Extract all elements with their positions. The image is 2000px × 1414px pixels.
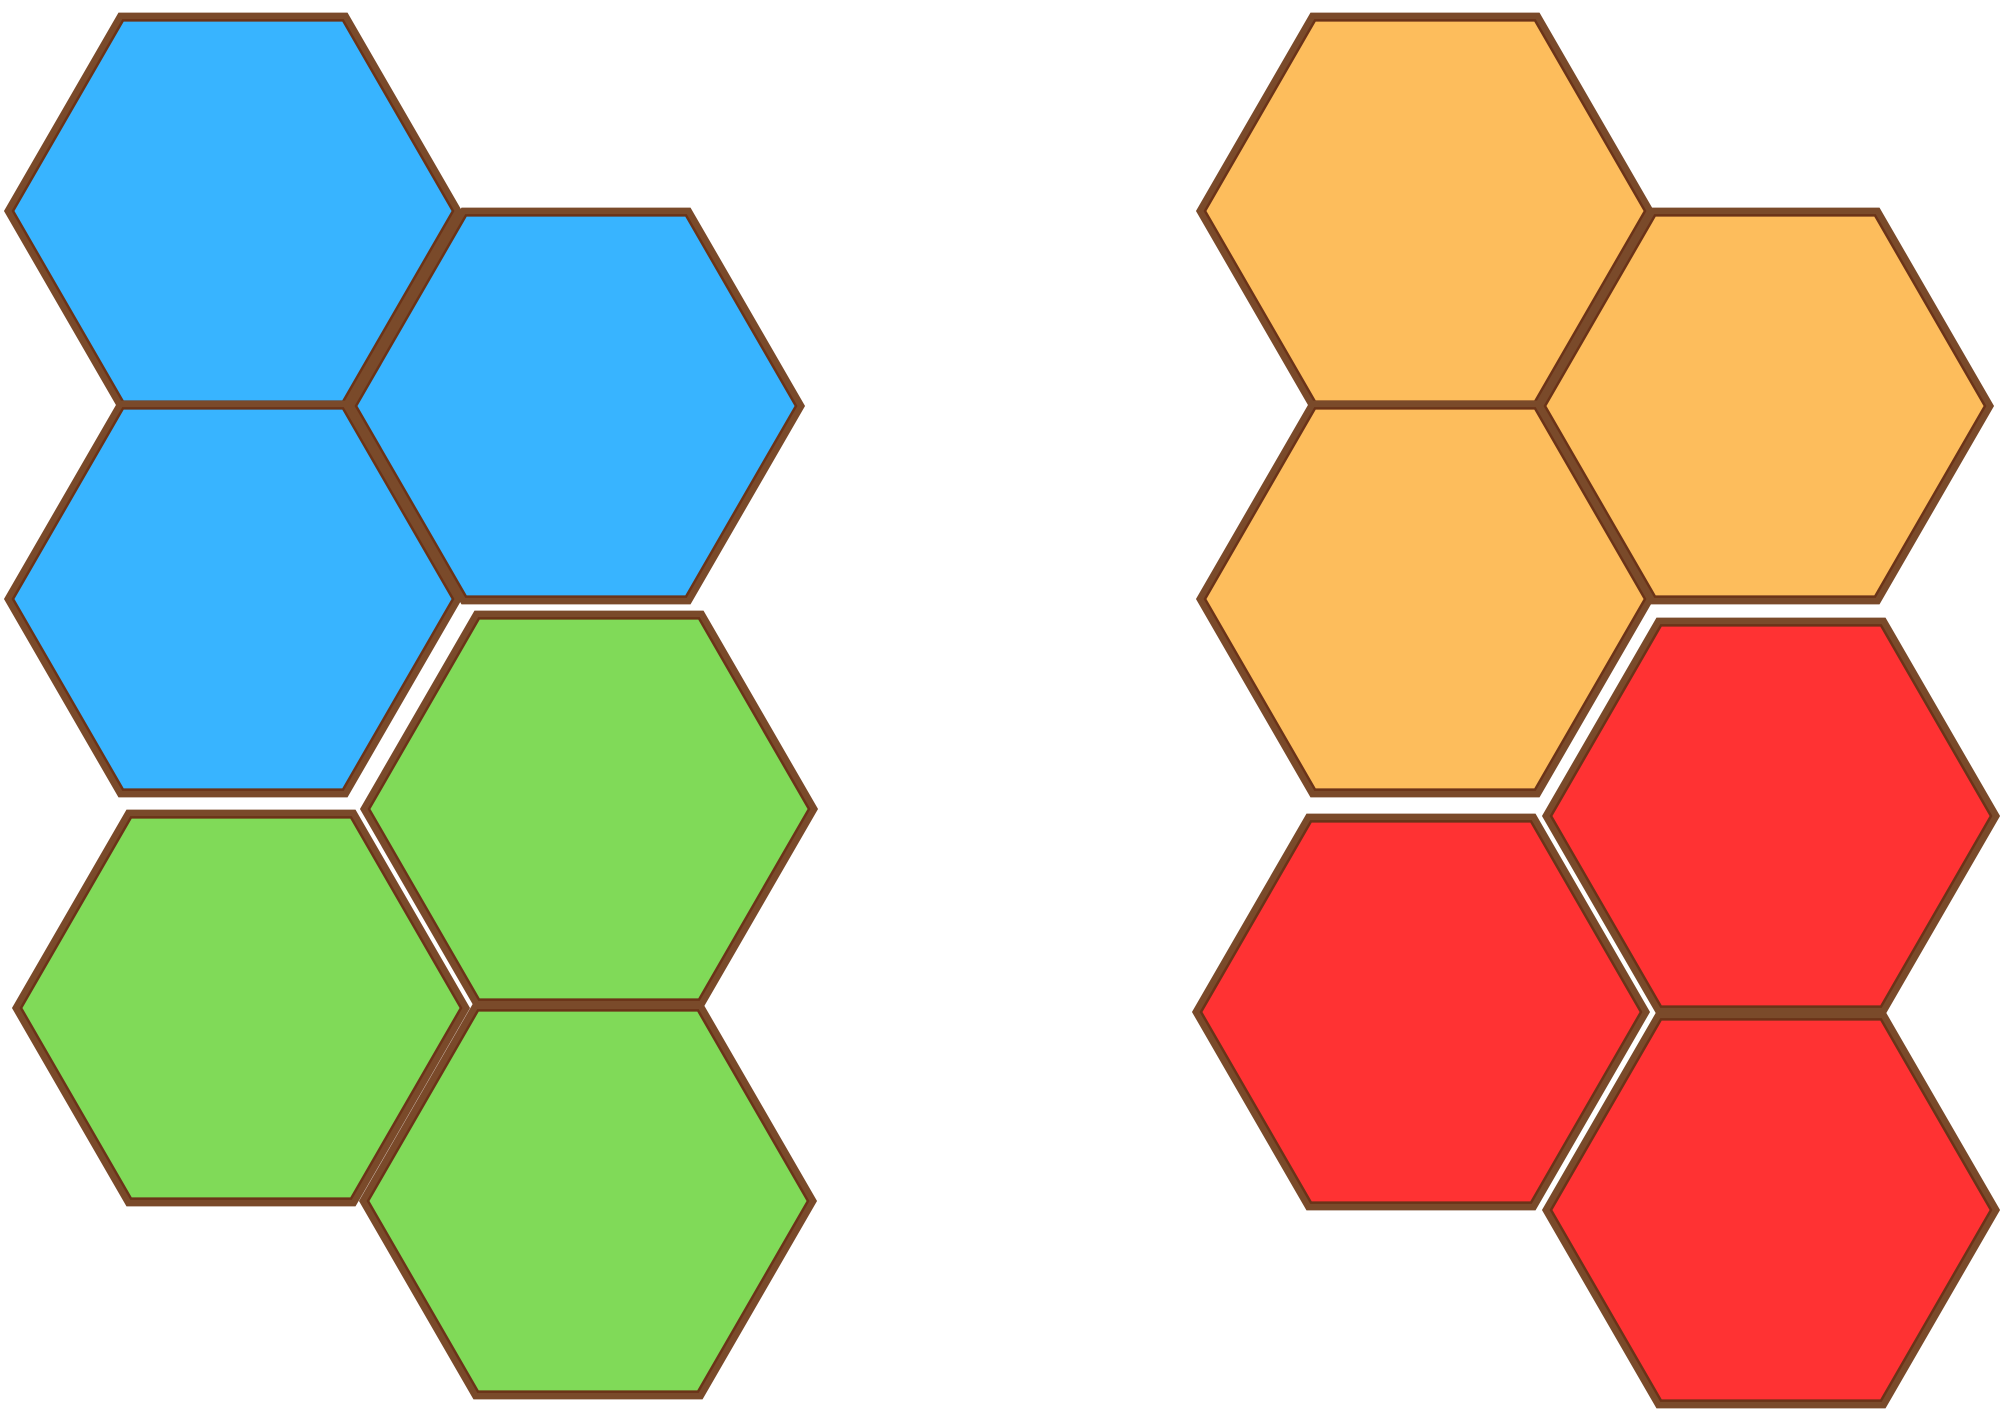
hex-tile	[1191, 813, 1651, 1211]
blue-hex-body	[346, 207, 806, 605]
orange-hex-body	[1195, 400, 1655, 798]
green-piece[interactable]	[11, 610, 819, 1400]
hex-tile	[1195, 400, 1655, 798]
red-piece[interactable]	[1191, 617, 2000, 1409]
green-hex-body	[358, 1002, 818, 1400]
hex-tile	[346, 207, 806, 605]
hex-tile	[3, 400, 463, 798]
red-hex-inner-border	[1549, 1018, 1993, 1402]
green-hex-inner-border	[367, 617, 811, 1001]
hex-tile	[11, 809, 471, 1207]
green-hex-inner-border	[19, 816, 463, 1200]
orange-hex-inner-border	[1203, 407, 1647, 791]
red-hex-body	[1191, 813, 1651, 1211]
red-hex-body	[1541, 617, 2000, 1015]
blue-hex-inner-border	[354, 214, 798, 598]
orange-hex-inner-border	[1543, 214, 1987, 598]
orange-piece[interactable]	[1195, 12, 1995, 798]
red-hex-inner-border	[1549, 624, 1993, 1008]
red-hex-inner-border	[1199, 820, 1643, 1204]
green-hex-inner-border	[366, 1009, 810, 1393]
hex-tile	[1541, 617, 2000, 1015]
blue-hex-body	[3, 400, 463, 798]
red-hex-body	[1541, 1011, 2000, 1409]
blue-piece[interactable]	[3, 12, 806, 798]
hex-tile	[1541, 1011, 2000, 1409]
hex-tile	[358, 1002, 818, 1400]
blue-hex-inner-border	[11, 407, 455, 791]
green-hex-body	[11, 809, 471, 1207]
